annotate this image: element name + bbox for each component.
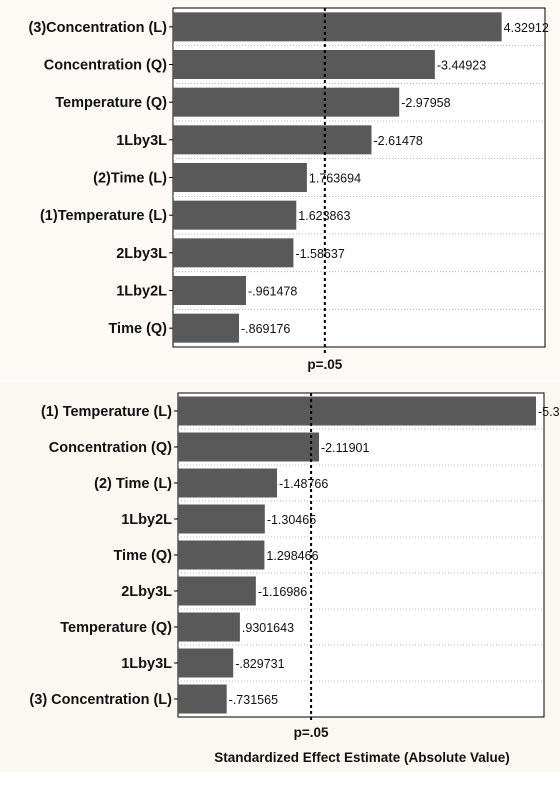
category-label: Time (Q) bbox=[108, 321, 167, 337]
significance-label: p=.05 bbox=[307, 357, 342, 372]
pareto-chart-bottom-svg: (1) Temperature (L) -5.38 Concentration (Q… bbox=[29, 392, 560, 765]
x-axis-label: Standardized Effect Estimate (Absolute V… bbox=[214, 750, 510, 765]
category-label: 1Lby2L bbox=[121, 512, 172, 528]
value-label: -3.44923 bbox=[437, 59, 486, 73]
bar bbox=[173, 313, 239, 343]
bar bbox=[173, 276, 246, 305]
bar bbox=[178, 432, 320, 462]
value-label: .9301643 bbox=[242, 621, 294, 635]
value-label: -1.30465 bbox=[267, 513, 316, 527]
pareto-chart-top: (3)Concentration (L) 4.32912 Concentration… bbox=[0, 0, 560, 380]
category-label: (3)Concentration (L) bbox=[28, 20, 167, 36]
value-label: -1.48766 bbox=[279, 477, 328, 491]
category-label: Temperature (Q) bbox=[55, 95, 167, 111]
bar bbox=[178, 576, 256, 606]
category-label: (2)Time (L) bbox=[93, 171, 167, 187]
bar bbox=[173, 125, 372, 155]
category-label: 2Lby3L bbox=[116, 246, 167, 262]
category-label: 1Lby2L bbox=[116, 284, 167, 300]
bar bbox=[178, 612, 240, 642]
value-label: -.869176 bbox=[241, 322, 290, 336]
value-label: 1.298466 bbox=[266, 549, 318, 563]
category-label: Concentration (Q) bbox=[49, 440, 172, 456]
significance-label: p=.05 bbox=[294, 725, 329, 740]
category-label: 1Lby3L bbox=[121, 656, 172, 672]
bar bbox=[178, 468, 277, 498]
category-label: (3) Concentration (L) bbox=[29, 692, 172, 708]
category-label: Time (Q) bbox=[113, 548, 172, 564]
value-label: -1.58637 bbox=[295, 247, 344, 261]
bar bbox=[178, 504, 265, 534]
bar bbox=[173, 12, 502, 42]
bar bbox=[178, 648, 234, 678]
value-label: 4.32912 bbox=[504, 21, 549, 35]
category-label: (1) Temperature (L) bbox=[41, 404, 172, 420]
value-label: -5.38 bbox=[538, 405, 560, 419]
value-label: -.731565 bbox=[229, 693, 278, 707]
value-label: -2.11901 bbox=[321, 441, 369, 455]
category-label: Temperature (Q) bbox=[60, 620, 172, 636]
bar bbox=[178, 396, 537, 426]
category-label: Concentration (Q) bbox=[44, 58, 167, 74]
bar bbox=[173, 238, 294, 268]
category-label: (2) Time (L) bbox=[94, 476, 172, 492]
value-label: -2.97958 bbox=[401, 96, 450, 110]
category-label: 1Lby3L bbox=[116, 133, 167, 149]
bar bbox=[173, 200, 297, 230]
value-label: -1.16986 bbox=[258, 585, 307, 599]
category-label: 2Lby3L bbox=[121, 584, 172, 600]
value-label: -.829731 bbox=[235, 657, 284, 671]
value-label: 1.763694 bbox=[309, 172, 361, 186]
pareto-chart-bottom: (1) Temperature (L) -5.38 Concentration (Q… bbox=[0, 382, 560, 772]
value-label: 1.623863 bbox=[298, 209, 350, 223]
category-label: (1)Temperature (L) bbox=[40, 208, 167, 224]
value-label: -.961478 bbox=[248, 285, 297, 299]
bar bbox=[173, 50, 435, 79]
pareto-chart-top-svg: (3)Concentration (L) 4.32912 Concentration… bbox=[28, 7, 549, 372]
value-label: -2.61478 bbox=[374, 134, 423, 148]
bar bbox=[173, 163, 307, 192]
bar bbox=[178, 684, 227, 714]
bar bbox=[178, 540, 265, 570]
bar bbox=[173, 87, 400, 117]
